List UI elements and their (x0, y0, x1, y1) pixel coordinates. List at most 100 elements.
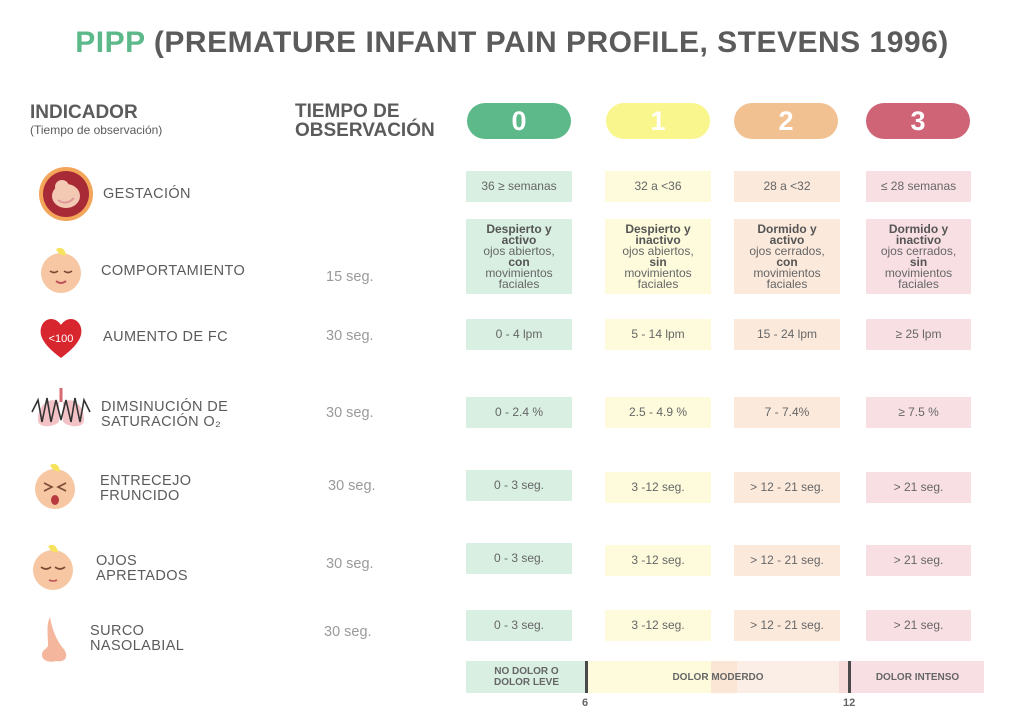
cell-gestacion-2: 28 a <32 (734, 171, 840, 202)
behavior-3-t1: ojos cerrados, (880, 243, 957, 258)
cell-fc-0: 0 - 4 lpm (466, 319, 572, 350)
time-surco: 30 seg. (324, 624, 372, 640)
scale-segment-moderate-a (587, 661, 711, 693)
crying-face-icon (32, 459, 78, 513)
row-label-gestacion: GESTACIÓN (103, 186, 191, 202)
row-label-ojos: OJOS APRETADOS (96, 554, 188, 584)
cell-ojos-2: > 12 - 21 seg. (734, 545, 840, 576)
behavior-0-t3: faciales (498, 276, 540, 291)
behavior-0-b1: Despierto y (486, 221, 552, 236)
scale-label-moderate: DOLOR MODERDO (672, 671, 764, 683)
cell-ojos-1: 3 -12 seg. (605, 545, 711, 576)
scale-label-no-pain-line1: NO DOLOR O (494, 666, 559, 677)
cell-surco-1: 3 -12 seg. (605, 610, 711, 641)
cell-surco-0: 0 - 3 seg. (466, 610, 572, 641)
row-label-entrecejo: ENTRECEJO FRUNCIDO (100, 474, 191, 504)
scale-segment-moderate-b (711, 661, 737, 693)
scale-tick-6: 6 (582, 697, 589, 709)
cell-comportamiento-2: Dormido y activo ojos cerrados, con movi… (734, 219, 840, 294)
indicator-subheader: (Tiempo de observación) (30, 123, 163, 137)
indicator-header: INDICADOR (30, 102, 138, 123)
scale-label-no-pain: NO DOLOR O DOLOR LEVE (466, 661, 587, 693)
cell-gestacion-1: 32 a <36 (605, 171, 711, 202)
row-label-saturacion: DIMSINUCIÓN DE SATURACIÓN O₂ (101, 400, 228, 430)
cell-gestacion-3: ≤ 28 semanas (866, 171, 971, 202)
cell-saturacion-0: 0 - 2.4 % (466, 397, 572, 428)
behavior-0-t1: ojos abiertos, (483, 243, 555, 258)
cell-entrecejo-0: 0 - 3 seg. (466, 470, 572, 501)
time-header: TIEMPO DE OBSERVACIÓN (295, 102, 435, 140)
title-rest: (PREMATURE INFANT PAIN PROFILE, STEVENS … (153, 26, 949, 59)
row-label-surco-line2: NASOLABIAL (90, 638, 185, 654)
cell-comportamiento-3: Dormido y inactivo ojos cerrados, sin mo… (866, 219, 971, 294)
behavior-2-t2: movimientos (753, 265, 821, 280)
behavior-0-k: con (508, 254, 530, 269)
behavior-1-b2: inactivo (635, 232, 681, 247)
heart-icon: <100 (36, 314, 86, 362)
row-label-comportamiento: COMPORTAMIENTO (101, 263, 246, 279)
row-label-surco-line1: SURCO (90, 623, 145, 639)
row-label-ojos-line1: OJOS (96, 553, 138, 569)
nose-icon (36, 615, 72, 665)
score-3-pill: 3 (866, 103, 970, 139)
closed-eyes-face-icon (30, 540, 76, 594)
behavior-2-t3: faciales (766, 276, 808, 291)
cell-saturacion-1: 2.5 - 4.9 % (605, 397, 711, 428)
behavior-2-b2: activo (769, 232, 805, 247)
time-entrecejo: 30 seg. (328, 478, 376, 494)
behavior-1-t1: ojos abiertos, (622, 243, 694, 258)
row-label-surco: SURCO NASOLABIAL (90, 624, 184, 654)
row-label-saturacion-line2: SATURACIÓN O₂ (101, 414, 222, 430)
cell-entrecejo-2: > 12 - 21 seg. (734, 472, 840, 503)
page-title: PIPP (PREMATURE INFANT PAIN PROFILE, STE… (0, 26, 1024, 60)
gestation-icon (38, 166, 94, 222)
scale-label-no-pain-line2: DOLOR LEVE (493, 677, 559, 688)
cell-entrecejo-1: 3 -12 seg. (605, 472, 711, 503)
cell-fc-3: ≥ 25 lpm (866, 319, 971, 350)
title-accent: PIPP (75, 26, 146, 59)
behavior-1-t3: faciales (637, 276, 679, 291)
score-2-pill: 2 (734, 103, 838, 139)
cell-comportamiento-0: Despierto y activo ojos abiertos, con mo… (466, 219, 572, 294)
behavior-3-k: sin (909, 254, 928, 269)
behavior-2-t1: ojos cerrados, (749, 243, 825, 258)
cell-fc-1: 5 - 14 lpm (605, 319, 711, 350)
cell-ojos-3: > 21 seg. (866, 545, 971, 576)
row-label-fc: AUMENTO DE FC (103, 329, 228, 345)
cell-saturacion-3: ≥ 7.5 % (866, 397, 971, 428)
heart-icon-text: <100 (49, 333, 74, 345)
time-header-line1: TIEMPO DE (295, 101, 400, 122)
cell-comportamiento-1: Despierto y inactivo ojos abiertos, sin … (605, 219, 711, 294)
pain-scale-bar: NO DOLOR O DOLOR LEVE DOLOR MODERDO DOLO… (466, 661, 984, 693)
row-label-saturacion-line1: DIMSINUCIÓN DE (101, 399, 229, 415)
time-ojos: 30 seg. (326, 556, 374, 572)
score-0-pill: 0 (467, 103, 571, 139)
row-label-ojos-line2: APRETADOS (96, 568, 188, 584)
behavior-3-t2: movimientos (884, 265, 953, 280)
scale-segment-intense (851, 661, 984, 693)
behavior-1-t2: movimientos (624, 265, 692, 280)
scale-label-intense: DOLOR INTENSO (875, 671, 960, 683)
scale-marker-6 (585, 661, 588, 693)
behavior-1-k: sin (649, 254, 667, 269)
time-fc: 30 seg. (326, 328, 374, 344)
scale-marker-12 (848, 661, 851, 693)
row-label-entrecejo-line1: ENTRECEJO (100, 473, 192, 489)
cell-surco-3: > 21 seg. (866, 610, 971, 641)
cell-surco-2: > 12 - 21 seg. (734, 610, 840, 641)
scale-segment-no-pain (466, 661, 587, 693)
behavior-2-k: con (776, 254, 798, 269)
behavior-3-b2: inactivo (895, 232, 942, 247)
behavior-3-t3: faciales (898, 276, 939, 291)
time-comportamiento: 15 seg. (326, 269, 374, 285)
score-1-pill: 1 (606, 103, 710, 139)
time-header-line2: OBSERVACIÓN (295, 120, 435, 141)
behavior-2-b1: Dormido y (757, 221, 817, 236)
cell-fc-2: 15 - 24 lpm (734, 319, 840, 350)
lungs-icon (30, 386, 92, 430)
cell-ojos-0: 0 - 3 seg. (466, 543, 572, 574)
scale-tick-12: 12 (843, 697, 856, 709)
behavior-0-t2: movimientos (485, 265, 553, 280)
cell-gestacion-0: 36 ≥ semanas (466, 171, 572, 202)
behavior-1-b1: Despierto y (625, 221, 691, 236)
